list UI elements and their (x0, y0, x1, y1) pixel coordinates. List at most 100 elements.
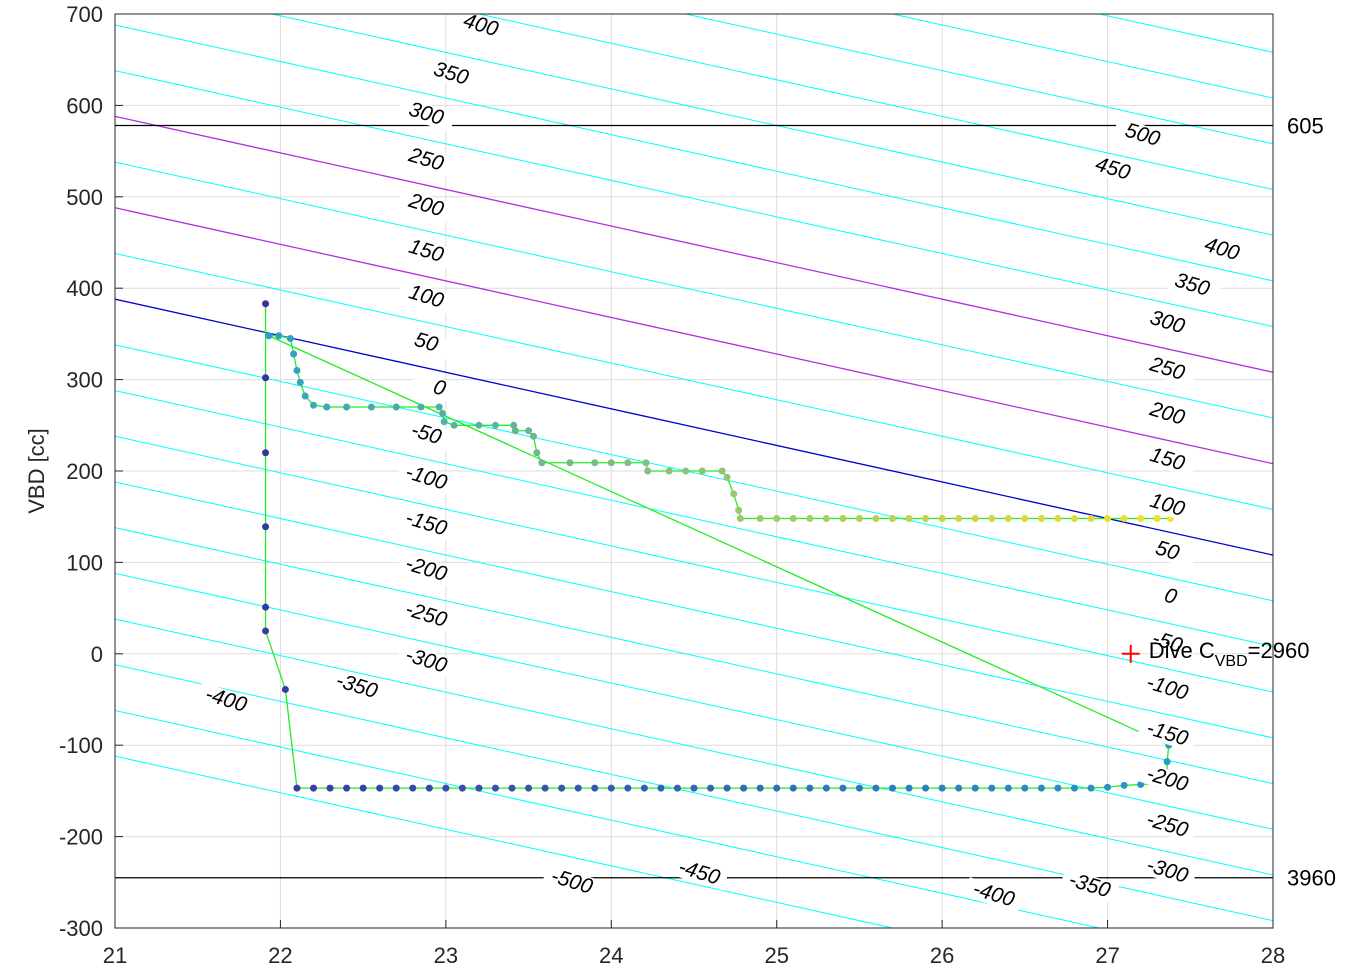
trajectory-point (538, 459, 546, 467)
trajectory-point (367, 403, 375, 411)
trajectory-point (1120, 515, 1128, 523)
trajectory-point (1120, 781, 1128, 789)
trajectory-point (740, 784, 748, 792)
trajectory-point (736, 515, 744, 523)
trajectory-point (510, 421, 518, 429)
trajectory-point (988, 515, 996, 523)
trajectory-point (806, 515, 814, 523)
trajectory-point (889, 515, 897, 523)
trajectory-point (682, 467, 690, 475)
y-tick-label: -300 (59, 916, 103, 941)
trajectory-point (392, 403, 400, 411)
contour-label-bg (669, 855, 729, 891)
trajectory-point (591, 784, 599, 792)
trajectory-point (1021, 515, 1029, 523)
contour-label-bg (963, 877, 1024, 913)
contour-label-bg (396, 279, 456, 315)
contour-line (115, 252, 1273, 510)
contour-line (115, 435, 1273, 693)
contour-label-bg (1137, 670, 1197, 707)
contour-label-bg (1137, 487, 1197, 524)
trajectory-point (789, 515, 797, 523)
trajectory-point (525, 427, 533, 435)
trajectory-point (855, 515, 863, 523)
trajectory-point (971, 784, 979, 792)
contour-label-bg (326, 668, 387, 705)
trajectory-point (1004, 515, 1012, 523)
x-tick-label: 28 (1261, 943, 1285, 968)
trajectory-point (511, 427, 519, 435)
trajectory-point (822, 784, 830, 792)
contour-label-bg (541, 864, 602, 900)
trajectory-point (1137, 781, 1145, 789)
trajectory-point (376, 784, 384, 792)
trajectory-point (425, 784, 433, 792)
dive-marker-group: Dive CVBD=2960 (1121, 638, 1309, 670)
trajectory-point (624, 784, 632, 792)
contour-line (115, 344, 1273, 602)
trajectory-point (262, 523, 270, 531)
trajectory-point (435, 403, 443, 411)
contour-line (115, 572, 1273, 830)
trajectory-point (938, 784, 946, 792)
trajectory-point (730, 490, 738, 498)
trajectory-point (409, 784, 417, 792)
y-tick-label: -100 (59, 733, 103, 758)
contour-label-bg (396, 416, 456, 452)
trajectory-point (1163, 758, 1171, 766)
trajectory-point (533, 449, 541, 457)
contour-line (476, 14, 1273, 190)
contour-line (115, 618, 1273, 876)
trajectory-point (458, 784, 466, 792)
contour-line (115, 70, 1273, 328)
contour-line (115, 481, 1273, 739)
contour-line (683, 14, 1273, 145)
contour-line (115, 527, 1273, 785)
y-tick-label: 600 (66, 93, 103, 118)
trajectory-point (323, 403, 331, 411)
trajectory-point (955, 515, 963, 523)
contour-label-bg (1082, 151, 1143, 187)
contour-label-bg (1140, 579, 1201, 615)
trajectory-point (450, 421, 458, 429)
contour-label-bg (1137, 853, 1197, 889)
trajectory-point (773, 515, 781, 523)
trajectory-point (326, 784, 334, 792)
contour-label-bg (1137, 624, 1197, 661)
trajectory-point (657, 784, 665, 792)
x-tick-label: 25 (764, 943, 788, 968)
trajectory-point (310, 401, 318, 409)
trajectory-point (1037, 784, 1045, 792)
trajectory-point (839, 784, 847, 792)
trajectory-point (262, 374, 270, 382)
trajectory-point (822, 515, 830, 523)
reference-line-label: 3960 (1287, 866, 1336, 891)
trajectory-point (1037, 515, 1045, 523)
trajectory-point (644, 467, 652, 475)
trajectory-point (1087, 784, 1095, 792)
x-tick-label: 26 (930, 943, 954, 968)
trajectory-point (607, 459, 615, 467)
trajectory-point (1070, 784, 1078, 792)
trajectory-point (525, 784, 533, 792)
contour-label-bg (421, 56, 481, 92)
trajectory-point (508, 784, 516, 792)
y-axis-label: VBD [cc] (24, 428, 49, 514)
trajectory-point (922, 784, 930, 792)
contour-label-bg (396, 187, 456, 224)
trajectory-point (286, 334, 294, 342)
contour-label-bg (450, 7, 511, 44)
contour-line (115, 161, 1273, 419)
contour-label-bg (196, 682, 256, 718)
x-tick-label: 21 (103, 943, 127, 968)
contour-label-bg (396, 142, 456, 178)
trajectory-point (491, 421, 499, 429)
reference-line-label: 605 (1287, 114, 1324, 139)
trajectory-point (439, 409, 447, 417)
contour-label-bg (396, 643, 456, 679)
contour-label-bg (396, 460, 456, 496)
trajectory-point (872, 784, 880, 792)
trajectory-point (971, 515, 979, 523)
contour-label-bg (1112, 117, 1173, 154)
trajectory-point (475, 421, 483, 429)
